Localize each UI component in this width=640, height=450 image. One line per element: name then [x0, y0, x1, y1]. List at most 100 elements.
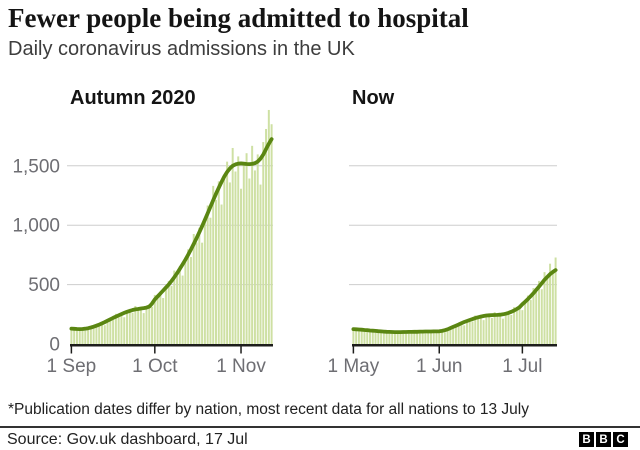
bar — [499, 312, 502, 344]
bar — [382, 330, 385, 344]
bar — [418, 332, 421, 344]
bar — [237, 156, 240, 344]
bbc-logo-block-b2: B — [596, 432, 611, 447]
bar — [187, 249, 190, 344]
bar — [126, 311, 128, 344]
chart-title-now: Now — [352, 87, 395, 109]
bar — [399, 332, 402, 344]
bar — [449, 327, 452, 344]
bar — [402, 331, 405, 344]
bar — [242, 163, 245, 344]
footer-divider — [0, 426, 640, 428]
bar — [198, 227, 201, 344]
bar — [468, 318, 471, 344]
bar — [89, 326, 92, 344]
footnote: *Publication dates differ by nation, mos… — [8, 401, 529, 418]
x-axis-label: 1 Nov — [216, 356, 266, 377]
bar — [526, 295, 529, 344]
bar — [424, 333, 427, 344]
bar — [153, 294, 156, 344]
bar — [215, 199, 217, 344]
bar — [259, 184, 262, 344]
bar — [438, 331, 441, 344]
bar — [123, 317, 126, 344]
bar — [170, 286, 173, 344]
bar — [432, 332, 435, 344]
bar — [421, 330, 424, 344]
bar — [270, 124, 273, 344]
x-axis-label: 1 Jun — [416, 356, 462, 377]
bar — [377, 329, 380, 344]
bar — [443, 332, 446, 344]
bar — [203, 219, 206, 344]
bar — [95, 323, 98, 344]
bar — [139, 307, 142, 344]
bar — [546, 278, 549, 344]
bar — [73, 329, 76, 344]
bar — [134, 305, 137, 344]
bar — [212, 185, 215, 344]
bar — [256, 154, 259, 344]
bar — [460, 321, 463, 344]
bar — [228, 182, 231, 344]
page-subtitle: Daily coronavirus admissions in the UK — [8, 38, 355, 60]
bar — [106, 320, 109, 344]
bar — [78, 329, 81, 344]
bar — [485, 315, 488, 344]
bar — [554, 257, 557, 344]
source-credit: Source: Gov.uk dashboard, 17 Jul — [7, 431, 248, 448]
bar — [457, 325, 460, 344]
bar — [452, 328, 455, 344]
bar — [465, 320, 468, 344]
bar — [223, 176, 226, 344]
bar — [201, 242, 204, 344]
bar — [380, 332, 383, 344]
bar — [176, 276, 179, 344]
bar — [206, 205, 209, 344]
bar — [267, 109, 270, 345]
bar — [413, 332, 416, 344]
bar — [496, 316, 499, 344]
bar — [488, 313, 491, 344]
x-axis-label: 1 Sep — [47, 356, 97, 377]
bar — [128, 308, 131, 344]
bar — [510, 315, 513, 344]
bar — [142, 313, 145, 344]
bar — [532, 288, 535, 344]
bar — [262, 142, 265, 344]
bar — [515, 310, 518, 344]
bar — [501, 318, 504, 344]
bar — [226, 161, 229, 344]
bar — [70, 327, 73, 344]
bar — [504, 313, 507, 344]
bar — [393, 333, 396, 344]
bar — [192, 233, 195, 344]
bar — [167, 281, 170, 344]
bar — [195, 242, 198, 344]
bar — [81, 328, 84, 344]
bar — [391, 331, 394, 344]
bar — [117, 316, 120, 344]
chart-title-autumn-2020: Autumn 2020 — [70, 87, 196, 109]
bar — [245, 153, 248, 344]
bar — [535, 292, 538, 344]
bar — [178, 265, 181, 344]
bar — [355, 330, 358, 344]
bar — [366, 332, 369, 344]
y-axis-label: 0 — [49, 335, 60, 356]
bar — [109, 317, 112, 344]
bar — [92, 328, 95, 344]
bar — [441, 330, 444, 344]
bar — [427, 331, 430, 344]
bar — [513, 307, 516, 344]
y-axis-label: 1,500 — [12, 156, 60, 177]
bar — [405, 333, 408, 344]
bar — [112, 320, 115, 344]
bar — [518, 304, 521, 344]
bar — [103, 325, 106, 344]
bar — [521, 310, 524, 344]
bar — [538, 280, 540, 344]
bar — [357, 328, 360, 344]
bar — [479, 314, 482, 344]
